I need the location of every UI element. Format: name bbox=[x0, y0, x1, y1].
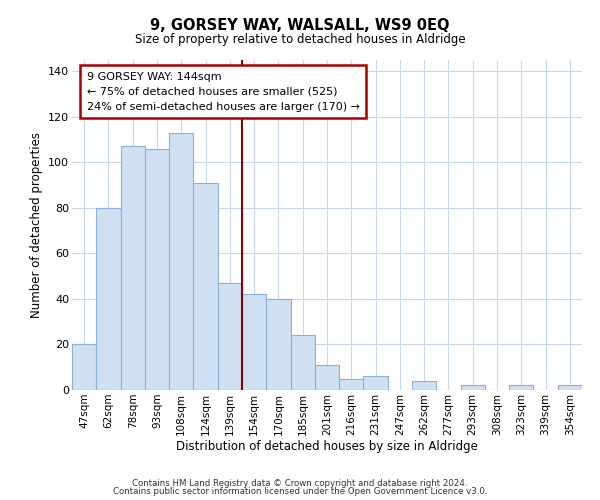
Text: Size of property relative to detached houses in Aldridge: Size of property relative to detached ho… bbox=[134, 32, 466, 46]
Bar bbox=[558, 386, 582, 390]
Bar bbox=[364, 376, 388, 390]
Text: Contains public sector information licensed under the Open Government Licence v3: Contains public sector information licen… bbox=[113, 487, 487, 496]
Bar bbox=[218, 283, 242, 390]
Bar bbox=[121, 146, 145, 390]
Text: Contains HM Land Registry data © Crown copyright and database right 2024.: Contains HM Land Registry data © Crown c… bbox=[132, 478, 468, 488]
Bar bbox=[242, 294, 266, 390]
X-axis label: Distribution of detached houses by size in Aldridge: Distribution of detached houses by size … bbox=[176, 440, 478, 454]
Bar bbox=[315, 365, 339, 390]
Bar bbox=[509, 386, 533, 390]
Y-axis label: Number of detached properties: Number of detached properties bbox=[29, 132, 43, 318]
Bar bbox=[72, 344, 96, 390]
Bar bbox=[339, 378, 364, 390]
Bar bbox=[290, 336, 315, 390]
Text: 9, GORSEY WAY, WALSALL, WS9 0EQ: 9, GORSEY WAY, WALSALL, WS9 0EQ bbox=[150, 18, 450, 32]
Bar bbox=[193, 183, 218, 390]
Text: 9 GORSEY WAY: 144sqm
← 75% of detached houses are smaller (525)
24% of semi-deta: 9 GORSEY WAY: 144sqm ← 75% of detached h… bbox=[86, 72, 359, 112]
Bar bbox=[96, 208, 121, 390]
Bar bbox=[461, 386, 485, 390]
Bar bbox=[266, 299, 290, 390]
Bar bbox=[412, 381, 436, 390]
Bar bbox=[145, 149, 169, 390]
Bar bbox=[169, 133, 193, 390]
